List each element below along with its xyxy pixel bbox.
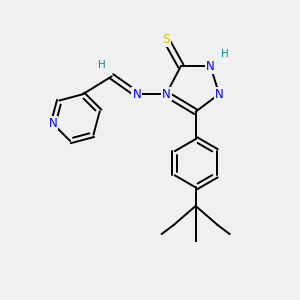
Text: N: N [49, 117, 57, 130]
Text: S: S [163, 33, 170, 46]
Text: H: H [98, 60, 105, 70]
Text: N: N [132, 88, 141, 100]
Text: H: H [221, 49, 229, 59]
Text: N: N [162, 88, 171, 100]
Text: N: N [215, 88, 224, 100]
Text: N: N [206, 60, 215, 73]
